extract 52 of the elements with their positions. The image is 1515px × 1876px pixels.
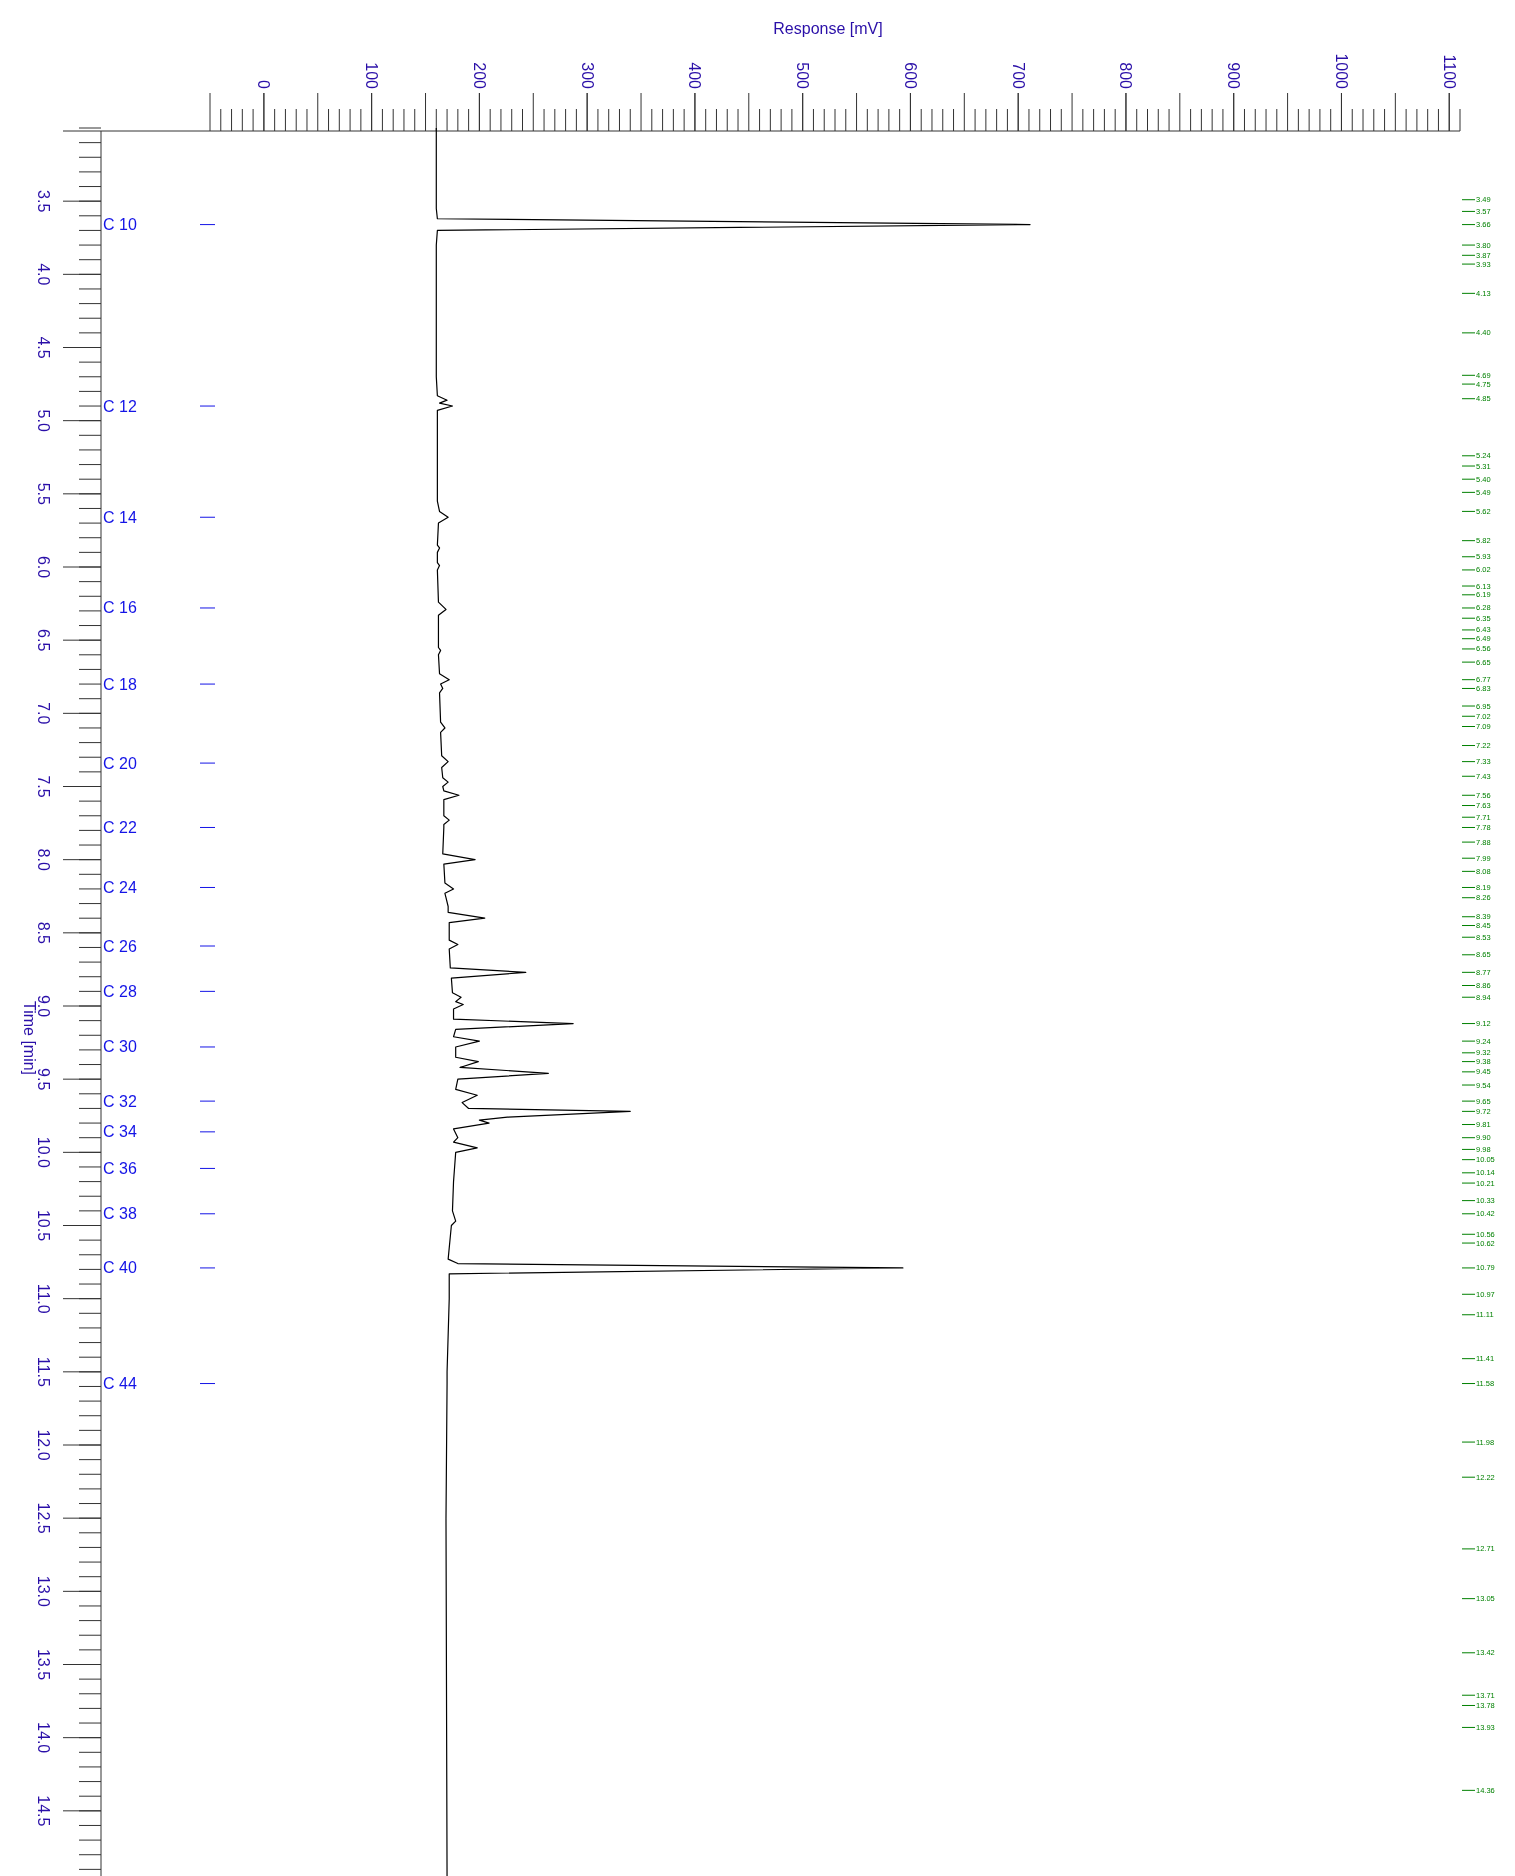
y-tick-label: 10.5 (34, 1209, 52, 1242)
ref-line-label: C 22 (103, 818, 137, 836)
x-tick-label: 200 (470, 62, 488, 90)
y-tick-label: 11.0 (34, 1283, 52, 1314)
y-tick-label: 6.0 (34, 555, 52, 579)
ref-line-label: C 12 (103, 397, 137, 415)
ref-line-label: C 16 (103, 599, 137, 617)
ref-line-label: C 18 (103, 675, 137, 693)
ref-line-label: C 44 (103, 1375, 137, 1393)
ref-line-label: C 40 (103, 1259, 137, 1277)
x-tick-label: 0 (255, 80, 273, 90)
y-tick-label: 6.5 (34, 629, 52, 652)
y-tick-label: 8.5 (34, 921, 52, 945)
ref-line-label: C 28 (103, 982, 137, 1000)
y-tick-label: 8.0 (34, 848, 52, 871)
y-tick-label: 7.0 (34, 702, 52, 725)
x-tick-label: 500 (794, 62, 812, 90)
y-tick-label: 5.5 (34, 482, 52, 506)
ref-line-label: C 14 (103, 508, 137, 526)
y-tick-label: 12.0 (34, 1429, 52, 1461)
y-tick-label: 12.5 (34, 1502, 52, 1534)
y-tick-label: 4.5 (34, 336, 52, 359)
x-tick-label: 700 (1009, 62, 1027, 90)
y-tick-label: 14.5 (34, 1795, 52, 1827)
y-axis-title: Time [min] (21, 1000, 38, 1076)
y-tick-label: 13.0 (34, 1575, 52, 1608)
y-tick-label: 11.5 (34, 1356, 52, 1387)
y-tick-label: 7.5 (34, 775, 52, 798)
x-tick-label: 1100 (1440, 54, 1458, 90)
ref-line-label: C 20 (103, 754, 137, 772)
y-tick-label: 3.5 (34, 190, 52, 213)
ref-line-label: C 30 (103, 1038, 137, 1056)
ref-line-label: C 32 (103, 1092, 137, 1110)
ref-line-label: C 38 (103, 1205, 137, 1223)
x-tick-label: 600 (901, 62, 919, 90)
x-axis-title: Response [mV] (773, 20, 883, 37)
y-tick-label: 5.0 (34, 409, 52, 432)
y-tick-label: 4.0 (34, 263, 52, 286)
x-tick-label: 900 (1225, 62, 1243, 90)
ref-line-label: C 34 (103, 1123, 137, 1141)
x-tick-label: 400 (686, 62, 704, 90)
x-tick-label: 800 (1117, 62, 1135, 90)
y-tick-label: 13.5 (34, 1648, 52, 1681)
x-tick-label: 300 (578, 62, 596, 90)
ref-line-label: C 10 (103, 216, 137, 234)
x-tick-label: 1000 (1332, 53, 1350, 90)
y-tick-label: 10.0 (34, 1136, 52, 1169)
ref-line-label: C 36 (103, 1159, 137, 1177)
y-tick-label: 14.0 (34, 1722, 52, 1754)
x-tick-label: 100 (363, 62, 381, 90)
ref-line-label: C 26 (103, 937, 137, 955)
ref-line-label: C 24 (103, 878, 137, 896)
